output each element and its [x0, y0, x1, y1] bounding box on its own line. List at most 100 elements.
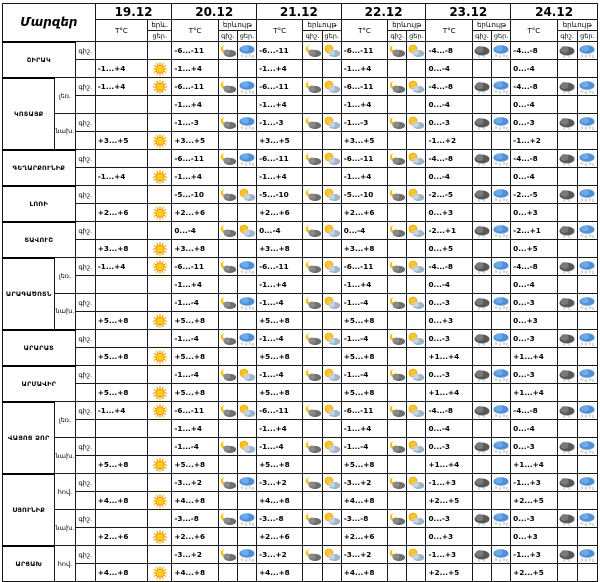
daytime-subheader: ցեր.: [147, 30, 173, 42]
weather-icon-cell: [302, 41, 323, 60]
temperature-cell: 0...+3: [425, 203, 473, 222]
cloud-dark-icon: [474, 477, 490, 490]
temperature-cell: +3...+5: [171, 131, 219, 150]
weather-icon-cell: [556, 383, 578, 402]
weather-icon-cell: [556, 149, 578, 168]
weather-icon-cell: [490, 293, 512, 312]
weather-icon-cell: [147, 311, 173, 330]
weather-icon-cell: [556, 545, 578, 564]
time-of-day: [74, 347, 96, 366]
forecast-row: +4...+8 +4...+8 +4...+8 +4...+8 +2...+5 +2...…: [3, 491, 599, 510]
weather-icon-cell: [471, 239, 493, 258]
day-header-4: 23.12: [425, 3, 512, 20]
night-subheader: գիշ.: [471, 30, 493, 42]
weather-icon-cell: [556, 401, 578, 420]
temperature-cell: -1...-4: [171, 365, 219, 384]
temperature-cell: +2...+5: [510, 563, 558, 582]
weather-icon-cell: [406, 383, 427, 402]
weather-icon-cell: [321, 131, 342, 150]
temperature-cell: -6...-11: [256, 77, 304, 96]
temperature-cell: +3...+8: [94, 239, 149, 258]
weather-icon-cell: [387, 545, 408, 564]
weather-icon-cell: [576, 131, 599, 150]
weather-icon-cell: [321, 383, 342, 402]
weather-icon-cell: [576, 149, 599, 168]
time-of-day: գիշ.: [74, 329, 96, 348]
weather-icon-cell: [302, 95, 323, 114]
weather-icon-cell: [576, 383, 599, 402]
weather-icon-cell: [556, 491, 578, 510]
temperature-cell: -1...+4: [94, 77, 149, 96]
weather-icon-cell: [406, 365, 427, 384]
weather-icon-cell: [236, 275, 258, 294]
weather-icon-cell: [556, 365, 578, 384]
temp-col-header: T°C: [256, 19, 304, 42]
weather-icon-cell: [147, 59, 173, 78]
weather-icon-cell: [471, 275, 493, 294]
temperature-cell: -6...-11: [340, 41, 389, 60]
weather-icon-cell: [217, 167, 238, 186]
time-of-day: գիշ.: [74, 257, 96, 276]
weather-icon-cell: [147, 77, 173, 96]
altitude-zone: լեռ.: [54, 401, 76, 438]
weather-icon-cell: [490, 113, 512, 132]
moon-cloud-icon: [220, 80, 237, 93]
sun-cloud-icon: [324, 152, 340, 165]
weather-icon-cell: [490, 131, 512, 150]
forecast-row: ՏԱՎՈՒՇ գիշ. 0...-4 0...-4 0...-4 -2...+1 -2...…: [2, 220, 599, 258]
temperature-cell: +3...+5: [94, 131, 149, 150]
weather-icon-cell: [217, 527, 238, 546]
sun-cloud-icon: [239, 404, 256, 417]
weather-icon-cell: [490, 185, 512, 204]
moon-cloud-icon: [305, 224, 321, 237]
temperature-cell: -1...+4: [171, 419, 219, 438]
weather-icon-cell: [147, 41, 173, 60]
cloud-dark-icon: [559, 297, 575, 310]
moon-cloud-icon: [220, 296, 237, 309]
moon-cloud-icon: [389, 404, 406, 417]
forecast-row: ԳԵՂԱՐՔՈՒՆԻՔ գիշ. -6...-11 -6...-11 -6...-11-…: [2, 148, 599, 186]
temperature-cell: 0...-3: [425, 437, 473, 456]
sun-cloud-icon: [409, 332, 425, 345]
weather-icon-cell: [471, 95, 493, 114]
sun-cloud-icon: [409, 440, 425, 453]
weather-icon-cell: [302, 293, 323, 312]
temperature-cell: -3...+2: [340, 473, 389, 492]
cloud-snow-icon: [579, 260, 595, 274]
temperature-cell: -1...+2: [425, 131, 473, 150]
moon-cloud-icon: [305, 152, 321, 165]
forecast-row: ԱՐԱԳԱԾՈՏՆ լեռ. գիշ. -1...+4 -6...-11 -6...-11…: [1, 256, 599, 330]
weather-icon-cell: [147, 437, 173, 456]
temperature-cell: +2...+5: [425, 563, 473, 582]
weather-icon-cell: [217, 491, 238, 510]
time-of-day: [74, 419, 96, 438]
weather-icon-cell: [576, 365, 599, 384]
weather-icon-cell: [406, 257, 427, 276]
weather-icon-cell: [147, 365, 173, 384]
temperature-cell: -6...-11: [171, 41, 219, 60]
weather-icon-cell: [387, 149, 408, 168]
weather-icon-cell: [147, 473, 173, 492]
temperature-cell: 0...-3: [510, 365, 558, 384]
weather-icon-cell: [490, 95, 512, 114]
weather-icon-cell: [147, 185, 173, 204]
weather-col-header: երևույթ: [471, 19, 512, 31]
cloud-snow-icon: [239, 548, 255, 562]
weather-icon-cell: [471, 509, 493, 528]
sun-cloud-icon: [324, 404, 340, 417]
sun-icon: [152, 79, 167, 94]
weather-icon-cell: [387, 167, 408, 186]
weather-icon-cell: [147, 419, 173, 438]
temperature-cell: +1...+4: [510, 383, 558, 402]
sun-cloud-icon: [409, 404, 425, 417]
forecast-row: +2...+6 +2...+6 +2...+6 +2...+6 0...+3 0...+3: [3, 527, 599, 546]
temperature-cell: +4...+8: [171, 563, 219, 582]
temperature-cell: -1...+4: [340, 419, 389, 438]
weather-icon-cell: [576, 77, 599, 96]
weather-icon-cell: [576, 329, 599, 348]
weather-icon-cell: [406, 95, 427, 114]
cloud-dark-icon: [559, 333, 575, 346]
temperature-cell: 0...-3: [510, 437, 558, 456]
time-of-day: գիշ.: [74, 509, 96, 528]
temperature-cell: 0...-3: [425, 365, 473, 384]
